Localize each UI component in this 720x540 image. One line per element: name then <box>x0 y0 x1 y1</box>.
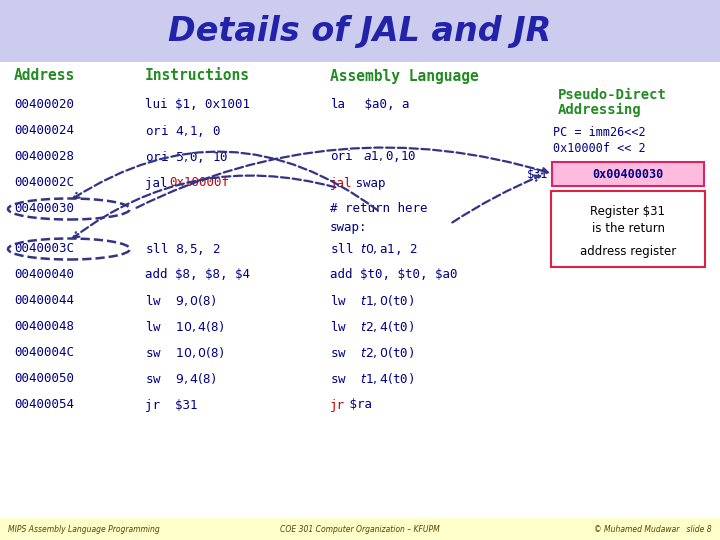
Text: Pseudo-Direct: Pseudo-Direct <box>558 88 667 102</box>
Text: la: la <box>330 98 345 111</box>
Text: 00400040: 00400040 <box>14 268 74 281</box>
Text: PC = imm26<<2: PC = imm26<<2 <box>553 125 646 138</box>
Bar <box>0 0 720 62</box>
Text: ori $4, $1, 0: ori $4, $1, 0 <box>145 123 220 139</box>
Text: Register $31: Register $31 <box>590 205 665 218</box>
Text: lui $1, 0x1001: lui $1, 0x1001 <box>145 98 250 111</box>
Text: lw  $9, 0($8): lw $9, 0($8) <box>145 294 217 308</box>
Text: Addressing: Addressing <box>558 103 642 117</box>
Text: sll $8, $5, 2: sll $8, $5, 2 <box>145 241 220 257</box>
Text: Address: Address <box>14 69 76 84</box>
Text: 0x10000f << 2: 0x10000f << 2 <box>553 143 646 156</box>
Text: = 0x0040003C: = 0x0040003C <box>553 159 639 172</box>
Text: $a1,$0,10: $a1,$0,10 <box>348 150 417 165</box>
Bar <box>0 518 720 540</box>
Text: 00400028: 00400028 <box>14 151 74 164</box>
FancyBboxPatch shape <box>551 191 705 267</box>
Text: jr: jr <box>330 399 345 411</box>
Text: $a0, a: $a0, a <box>342 98 410 111</box>
Text: sw  $9, 4($8): sw $9, 4($8) <box>145 372 217 387</box>
Text: lw  $t2, 4($t0): lw $t2, 4($t0) <box>330 320 414 334</box>
Text: Instructions: Instructions <box>145 69 250 84</box>
Text: 00400054: 00400054 <box>14 399 74 411</box>
Text: $31: $31 <box>526 167 548 180</box>
Text: 00400044: 00400044 <box>14 294 74 307</box>
Text: jal: jal <box>145 177 175 190</box>
Text: COE 301 Computer Organization – KFUPM: COE 301 Computer Organization – KFUPM <box>280 524 440 534</box>
Text: Assembly Language: Assembly Language <box>330 69 479 84</box>
Text: swap:: swap: <box>330 220 367 233</box>
Text: sll $t0, $a1, 2: sll $t0, $a1, 2 <box>330 241 418 257</box>
Text: 00400048: 00400048 <box>14 321 74 334</box>
Text: add $8, $8, $4: add $8, $8, $4 <box>145 268 250 281</box>
Text: © Muhamed Mudawar   slide 8: © Muhamed Mudawar slide 8 <box>595 524 712 534</box>
Text: is the return: is the return <box>592 222 665 235</box>
Text: $ra: $ra <box>342 399 372 411</box>
Text: Details of JAL and JR: Details of JAL and JR <box>168 15 552 48</box>
Text: swap: swap <box>348 177 386 190</box>
Text: sw  $t1, 4($t0): sw $t1, 4($t0) <box>330 372 414 387</box>
Text: add $t0, $t0, $a0: add $t0, $t0, $a0 <box>330 268 457 281</box>
Text: jr  $31: jr $31 <box>145 399 197 411</box>
Text: 0x00400030: 0x00400030 <box>593 167 664 180</box>
Text: 00400030: 00400030 <box>14 202 74 215</box>
Text: sw  $10,0($8): sw $10,0($8) <box>145 346 225 361</box>
Text: 0x10000f: 0x10000f <box>170 177 230 190</box>
Text: 00400024: 00400024 <box>14 125 74 138</box>
Text: lw  $t1, 0($t0): lw $t1, 0($t0) <box>330 294 414 308</box>
Text: 00400020: 00400020 <box>14 98 74 111</box>
Text: MIPS Assembly Language Programming: MIPS Assembly Language Programming <box>8 524 160 534</box>
Text: jal: jal <box>330 177 353 190</box>
Text: ori: ori <box>330 151 353 164</box>
Text: address register: address register <box>580 245 676 258</box>
Text: 0040004C: 0040004C <box>14 347 74 360</box>
Text: 00400050: 00400050 <box>14 373 74 386</box>
Text: 0040003C: 0040003C <box>14 242 74 255</box>
Text: ori $5, $0, 10: ori $5, $0, 10 <box>145 149 228 165</box>
Text: 0040002C: 0040002C <box>14 177 74 190</box>
FancyBboxPatch shape <box>552 162 704 186</box>
Text: sw  $t2, 0($t0): sw $t2, 0($t0) <box>330 346 414 361</box>
Text: # return here: # return here <box>330 202 428 215</box>
Text: lw  $10,4($8): lw $10,4($8) <box>145 320 225 334</box>
